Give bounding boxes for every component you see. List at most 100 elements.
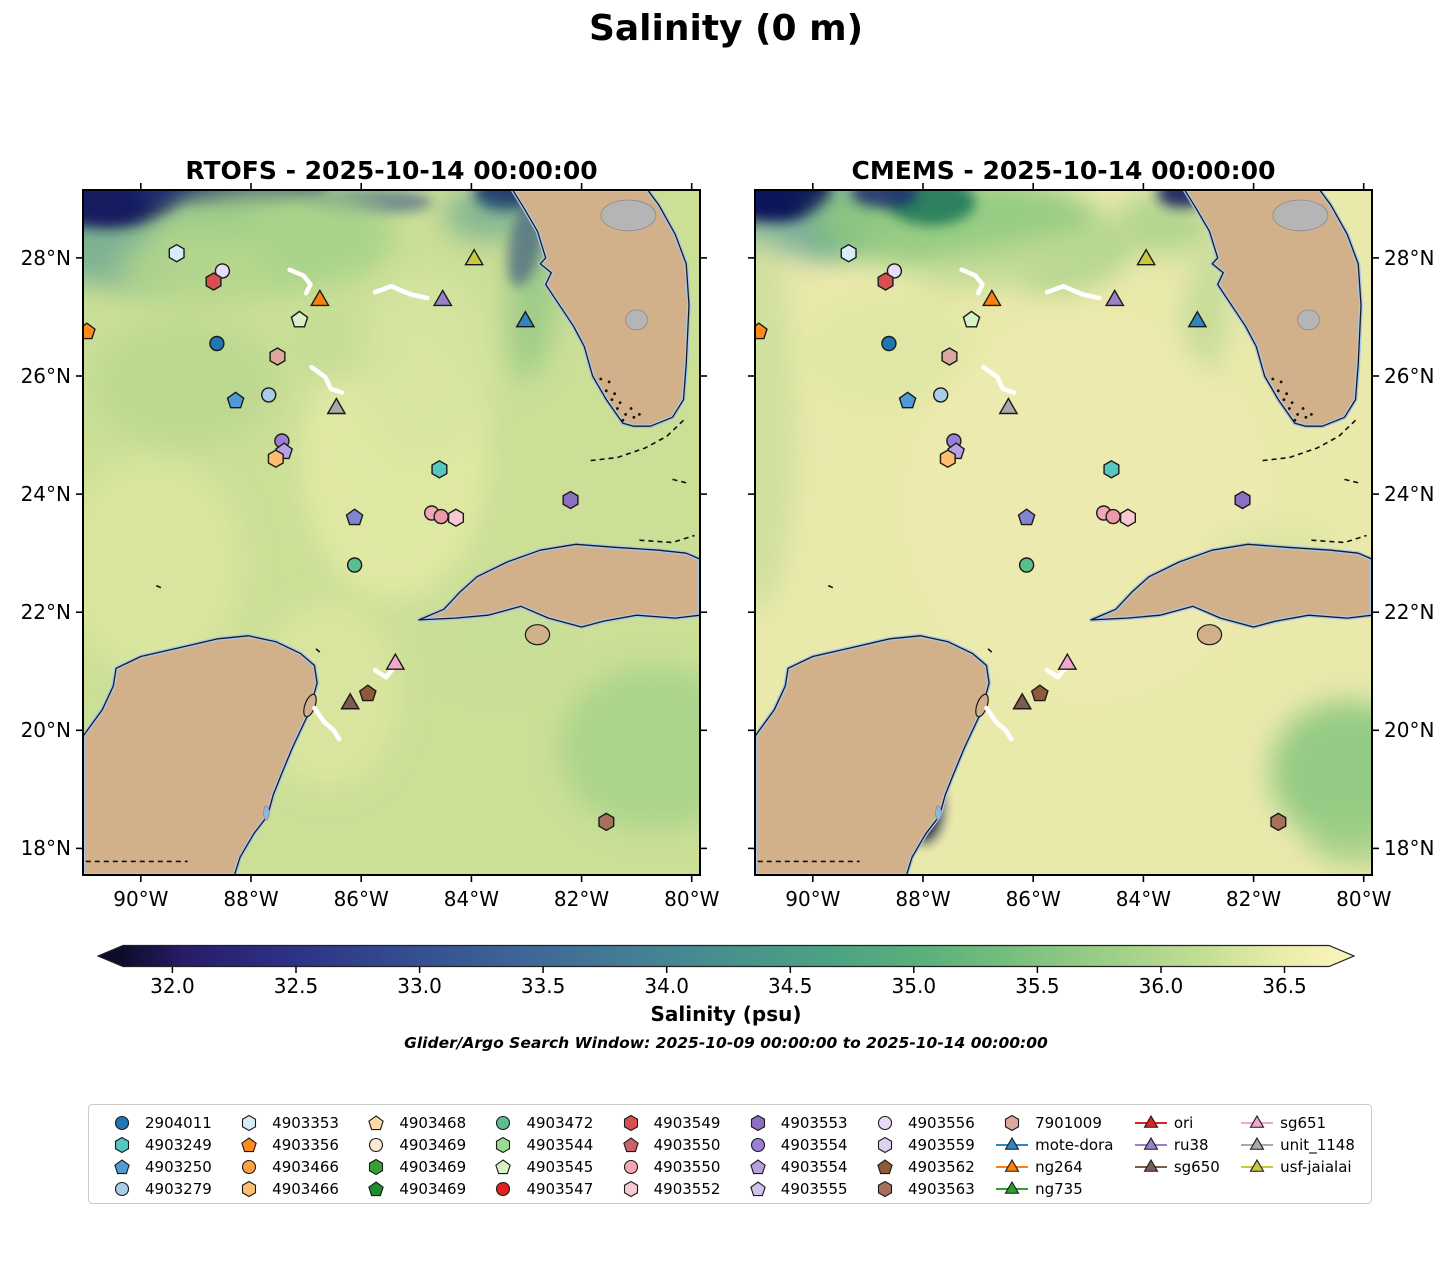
hexagon-legend-icon [242, 1114, 257, 1131]
hexagon-legend-icon [1005, 1114, 1020, 1131]
marker-sg651 [385, 652, 406, 670]
legend-label: 4903562 [907, 1157, 975, 1176]
hexagon-legend-icon [369, 1158, 384, 1175]
legend-label: 4903469 [399, 1135, 467, 1154]
legend-item-4903550: 4903550 [614, 1156, 720, 1177]
colorbar-tick-label: 34.5 [767, 974, 813, 998]
coast-dashes [1311, 534, 1367, 544]
lake-okeechobee [1297, 309, 1320, 331]
legend-item-mote-dora: mote-dora [995, 1134, 1113, 1155]
marker-usf-jaialai [464, 248, 485, 266]
pentagon-legend-icon [241, 1136, 257, 1152]
legend-label: 4903550 [653, 1135, 721, 1154]
legend-label: 4903555 [780, 1179, 848, 1198]
legend-label: 4903547 [526, 1179, 594, 1198]
marker-4903562 [358, 684, 377, 702]
legend-label: 4903559 [907, 1135, 975, 1154]
pentagon-legend-icon [750, 1158, 766, 1174]
legend-label: 4903563 [907, 1179, 975, 1198]
gray-marsh [600, 199, 657, 232]
legend-item-2904011: 2904011 [105, 1112, 212, 1133]
x-tick-label: 84°W [443, 887, 499, 911]
glider-legend-icon [1134, 1114, 1167, 1128]
panel-title-cmems: CMEMS - 2025-10-14 00:00:00 [851, 156, 1276, 185]
marker-4903279 [260, 387, 277, 403]
x-tick-label: 88°W [895, 887, 951, 911]
legend-label: 4903469 [399, 1157, 467, 1176]
marker-4903550 [1105, 508, 1121, 525]
legend-item-sg651: sg651 [1240, 1112, 1355, 1133]
x-tick-label: 80°W [1336, 887, 1392, 911]
legend-column: 7901009 mote-dora ng264 ng735 [995, 1112, 1113, 1199]
legend-label: 4903545 [526, 1157, 594, 1176]
legend-item-4903554: 4903554 [741, 1134, 848, 1155]
x-tick-label: 84°W [1115, 887, 1171, 911]
marker-4903466 [267, 449, 284, 468]
legend-column: 4903556 4903559 4903562 4903563 [868, 1112, 975, 1199]
legend-label: 4903554 [780, 1135, 848, 1154]
legend-label: usf-jaialai [1280, 1157, 1352, 1176]
legend-item-ng735: ng735 [995, 1178, 1113, 1199]
legend-item-4903466: 4903466 [232, 1178, 339, 1199]
marker-ru38 [1104, 289, 1125, 307]
x-tick-label: 88°W [223, 887, 279, 911]
marker-4903550 [433, 508, 449, 525]
marker-4903545 [290, 310, 309, 328]
figure-title: Salinity (0 m) [588, 8, 864, 49]
x-tick-label: 82°W [553, 887, 610, 911]
marker-4903472 [1018, 557, 1035, 573]
hexagon-legend-icon [750, 1114, 765, 1131]
legend-label: ng735 [1035, 1179, 1083, 1198]
legend-item-ru38: ru38 [1134, 1134, 1220, 1155]
marker-ng264 [982, 289, 1002, 307]
legend-label: 4903556 [907, 1113, 975, 1132]
marker-sg650 [1012, 692, 1033, 710]
legend-column: 4903468 4903469 4903469 4903469 [359, 1112, 466, 1199]
legend-item-4903356: 4903356 [232, 1134, 339, 1155]
legend-column: sg651 unit_1148 usf-jaialai [1240, 1112, 1355, 1177]
marker-4903549 [877, 272, 894, 291]
x-tick-label: 90°W [785, 887, 841, 911]
legend: 2904011 4903249 4903250 4903279 4903353 49033… [88, 1104, 1372, 1204]
glider-track [372, 666, 396, 680]
marker-4903555 [345, 508, 364, 526]
legend-label: unit_1148 [1280, 1135, 1355, 1154]
glider-legend-icon [1241, 1114, 1274, 1128]
glider-track [984, 705, 1014, 742]
legend-item-4903279: 4903279 [105, 1178, 212, 1199]
glider-track [372, 284, 430, 301]
colorbar-tick-label: 33.5 [520, 974, 566, 998]
marker-sg650 [340, 692, 361, 710]
legend-label: 4903466 [272, 1179, 339, 1198]
marker-4903249 [1103, 460, 1120, 479]
pentagon-legend-icon [622, 1136, 639, 1152]
legend-item-ori: ori [1134, 1112, 1220, 1133]
marker-4903563 [598, 812, 615, 832]
glider-legend-icon [996, 1180, 1029, 1194]
map-svg-rtofs [76, 183, 707, 882]
marker-2904011 [881, 335, 897, 352]
pentagon-legend-icon [114, 1158, 130, 1174]
legend-item-4903547: 4903547 [486, 1178, 593, 1199]
marker-4903356 [83, 322, 96, 340]
glider-legend-icon [996, 1158, 1029, 1172]
glider-track [312, 705, 342, 742]
y-tick-label: 26°N [20, 364, 71, 388]
colorbar-tick-label: 34.0 [644, 974, 689, 998]
y-tick-label: 20°N [1384, 718, 1435, 743]
coast-dashes [1344, 478, 1362, 485]
colorbar-tick-label: 35.5 [1015, 974, 1060, 998]
legend-item-4903556: 4903556 [868, 1112, 975, 1133]
coast-dashes [672, 478, 690, 485]
marker-4903356 [755, 322, 768, 340]
marker-4903555 [1017, 508, 1036, 526]
glider-track [959, 267, 985, 296]
legend-label: 4903468 [399, 1113, 467, 1132]
legend-label: 4903353 [272, 1113, 339, 1132]
legend-label: 4903249 [145, 1135, 212, 1154]
legend-label: 4903356 [272, 1135, 339, 1154]
marker-4903545 [962, 310, 981, 328]
marker-4903279 [932, 387, 949, 403]
legend-item-4903555: 4903555 [741, 1178, 848, 1199]
